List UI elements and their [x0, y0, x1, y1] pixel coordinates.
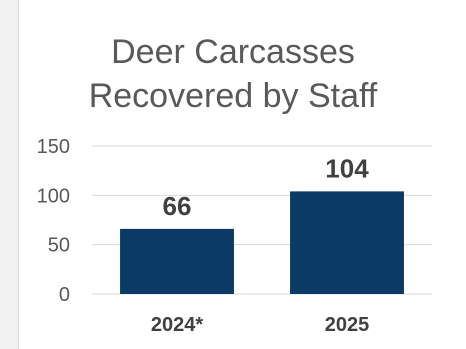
- x-category-label: 2024*: [151, 314, 203, 336]
- chart-title: Deer Carcasses Recovered by Staff: [88, 33, 378, 115]
- y-tick-label: 50: [48, 235, 70, 257]
- x-category-label: 2025: [325, 314, 370, 336]
- bar-2024: [120, 228, 234, 294]
- x-axis-category-labels: 2024* 2025: [151, 314, 369, 336]
- data-labels: 66 104: [163, 153, 370, 220]
- y-tick-label: 0: [59, 284, 70, 306]
- bar-2025: [290, 191, 404, 294]
- y-axis-tick-labels: 0 50 100 150: [37, 136, 70, 306]
- data-label: 66: [163, 191, 192, 221]
- bars: [120, 191, 404, 294]
- y-tick-label: 100: [37, 185, 70, 207]
- y-tick-label: 150: [37, 136, 70, 158]
- data-label: 104: [325, 153, 369, 183]
